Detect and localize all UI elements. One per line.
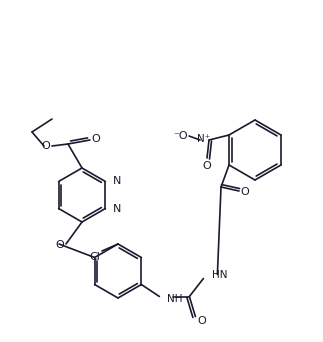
Text: HN: HN	[213, 269, 228, 279]
Text: O: O	[42, 141, 50, 151]
Text: N: N	[112, 203, 121, 213]
Text: N: N	[112, 176, 121, 186]
Text: ⁻O: ⁻O	[174, 131, 188, 141]
Text: Cl: Cl	[89, 252, 100, 262]
Text: N⁺: N⁺	[197, 134, 211, 144]
Text: O: O	[197, 316, 206, 326]
Text: O: O	[56, 240, 64, 250]
Text: O: O	[203, 161, 211, 171]
Text: O: O	[241, 187, 249, 197]
Text: O: O	[92, 134, 100, 144]
Text: NH: NH	[167, 293, 183, 303]
